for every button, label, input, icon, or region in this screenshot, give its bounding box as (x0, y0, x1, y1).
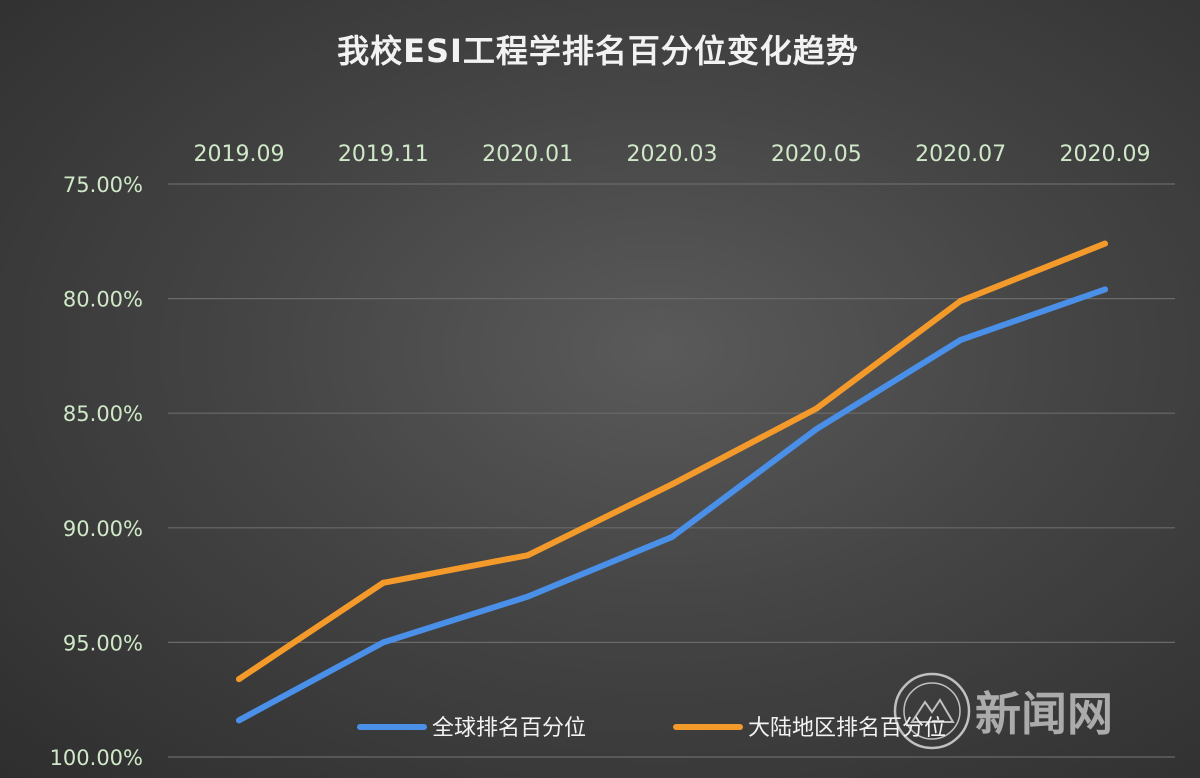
series-line-global (236, 286, 1108, 724)
y-tick-label: 90.00% (63, 517, 143, 541)
data-point (380, 639, 387, 646)
data-point (380, 579, 387, 586)
legend-label: 大陆地区排名百分位 (748, 716, 946, 741)
data-point (957, 297, 964, 304)
x-tick-label: 2020.05 (771, 142, 862, 167)
x-tick-label: 2019.09 (194, 142, 285, 167)
university-seal-inner-ring (903, 682, 961, 740)
gridlines (168, 183, 1175, 758)
watermark: 新闻网 (893, 672, 1113, 750)
legend: 全球排名百分位 大陆地区排名百分位 (357, 716, 946, 741)
series-lines (236, 240, 1108, 724)
y-axis-ticks: 75.00% 80.00% 85.00% 90.00% 95.00% 100.00% (50, 173, 143, 770)
y-tick-label: 95.00% (63, 631, 143, 655)
y-tick-label: 100.00% (50, 746, 143, 770)
legend-label: 全球排名百分位 (432, 716, 586, 741)
x-tick-label: 2020.09 (1060, 142, 1151, 167)
data-point (524, 552, 531, 559)
watermark-text: 新闻网 (975, 687, 1113, 741)
x-tick-label: 2020.03 (627, 142, 718, 167)
chart-title: 我校ESI工程学排名百分位变化趋势 (337, 32, 859, 70)
data-point (669, 481, 675, 488)
x-tick-label: 2019.11 (338, 142, 429, 167)
y-tick-label: 80.00% (63, 288, 143, 312)
data-point (1102, 286, 1108, 293)
y-tick-label: 75.00% (63, 173, 143, 197)
data-point (236, 676, 242, 683)
series-line-mainland (236, 240, 1108, 683)
university-seal-icon (893, 672, 971, 750)
x-axis-ticks: 2019.09 2019.11 2020.01 2020.03 2020.05 2020.… (194, 142, 1151, 167)
x-tick-label: 2020.07 (915, 142, 1006, 167)
seal-mountain-icon (910, 698, 955, 723)
x-tick-label: 2020.01 (482, 142, 573, 167)
data-point (1102, 240, 1108, 247)
data-point (236, 717, 242, 724)
data-point (524, 593, 531, 600)
data-point (957, 336, 964, 343)
y-tick-label: 85.00% (63, 402, 143, 426)
data-point (669, 533, 675, 540)
data-point (813, 405, 820, 412)
data-point (813, 426, 820, 433)
